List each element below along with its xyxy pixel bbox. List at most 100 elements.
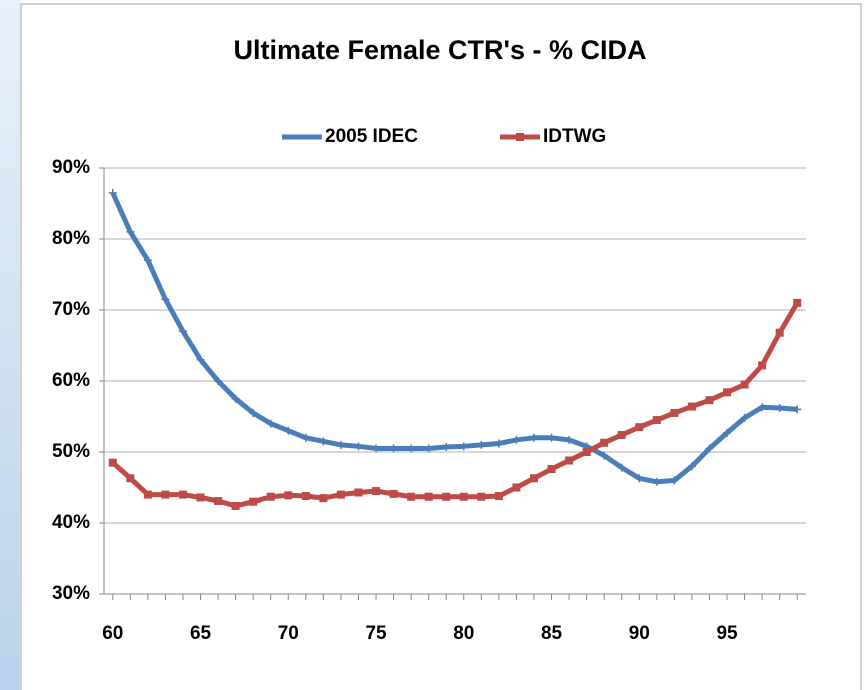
point <box>231 394 240 403</box>
point <box>143 256 152 265</box>
point <box>617 463 626 472</box>
x-tick-label: 75 <box>365 623 387 644</box>
point <box>249 408 258 417</box>
point <box>126 227 135 236</box>
point <box>705 396 714 405</box>
point <box>670 476 679 485</box>
point <box>477 440 486 449</box>
point <box>529 433 538 442</box>
point <box>214 496 223 505</box>
chart-frame <box>20 3 862 690</box>
point <box>740 413 749 422</box>
point <box>108 458 117 467</box>
point <box>336 490 345 499</box>
point <box>705 444 714 453</box>
point <box>266 419 275 428</box>
point <box>442 492 451 501</box>
point <box>617 430 626 439</box>
point <box>126 474 135 483</box>
legend-label: 2005 IDEC <box>325 126 418 147</box>
point <box>249 497 258 506</box>
series-line <box>111 301 800 509</box>
point <box>442 443 451 452</box>
x-tick-label: 85 <box>541 623 563 644</box>
point <box>723 428 732 437</box>
point <box>389 489 398 498</box>
point <box>424 492 433 501</box>
point <box>108 188 117 197</box>
point <box>284 426 293 435</box>
point <box>758 361 767 370</box>
point <box>740 380 749 389</box>
point <box>407 444 416 453</box>
x-tick-label: 90 <box>629 623 650 644</box>
point <box>161 490 170 499</box>
legend-label: IDTWG <box>543 126 606 147</box>
point <box>178 327 187 336</box>
point <box>793 298 802 307</box>
y-tick-label: 40% <box>52 512 90 533</box>
point <box>494 439 503 448</box>
y-tick-label: 80% <box>52 228 90 249</box>
point <box>512 435 521 444</box>
point <box>372 444 381 453</box>
point <box>652 416 661 425</box>
point <box>793 405 802 414</box>
point <box>670 408 679 417</box>
point <box>477 492 486 501</box>
point <box>389 444 398 453</box>
point <box>178 490 187 499</box>
y-tick-label: 30% <box>52 583 90 604</box>
point <box>407 492 416 501</box>
point <box>635 474 644 483</box>
chart-title: Ultimate Female CTR's - % CIDA <box>233 35 646 65</box>
legend-marker <box>516 133 524 141</box>
point <box>284 491 293 500</box>
series-line <box>110 191 798 485</box>
side-strip <box>0 0 20 690</box>
point <box>687 402 696 411</box>
point <box>582 448 591 456</box>
point <box>775 328 784 337</box>
point <box>547 465 556 474</box>
y-tick-label: 60% <box>52 370 90 391</box>
point <box>319 494 328 503</box>
point <box>424 444 433 453</box>
point <box>196 355 205 364</box>
point <box>600 451 609 460</box>
y-tick-label: 70% <box>52 299 90 320</box>
point <box>512 483 521 492</box>
point <box>775 403 784 412</box>
point <box>214 377 223 385</box>
point <box>723 388 732 397</box>
y-tick-label: 50% <box>52 441 90 462</box>
point <box>336 440 345 449</box>
point <box>494 492 503 501</box>
y-tick-label: 90% <box>52 157 90 178</box>
x-tick-label: 70 <box>278 623 299 644</box>
point <box>372 487 381 496</box>
point <box>565 456 574 465</box>
point <box>266 492 275 501</box>
point <box>354 488 363 497</box>
point <box>600 438 609 447</box>
point <box>687 462 696 471</box>
point <box>652 477 661 486</box>
point <box>758 403 767 412</box>
x-tick-label: 60 <box>102 623 123 644</box>
point <box>319 437 328 446</box>
point <box>301 433 310 442</box>
x-tick-label: 65 <box>190 623 212 644</box>
point <box>231 501 240 510</box>
point <box>547 433 556 442</box>
x-tick-label: 95 <box>716 623 738 644</box>
point <box>143 490 152 499</box>
point <box>196 493 205 502</box>
point <box>459 492 468 501</box>
point <box>565 435 574 444</box>
x-tick-label: 80 <box>453 623 474 644</box>
point <box>161 295 170 304</box>
point <box>301 492 310 501</box>
